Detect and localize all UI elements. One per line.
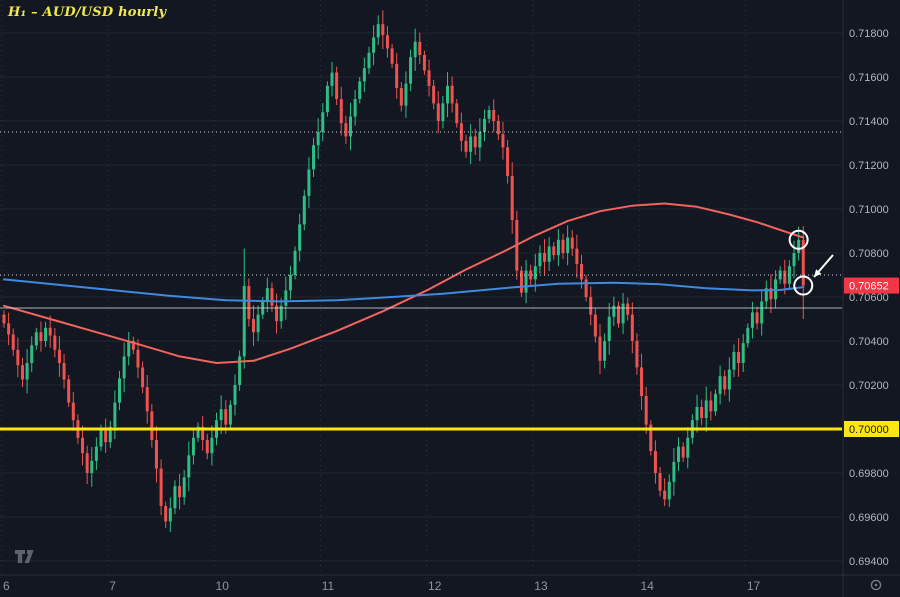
time-axis-label: 10 (216, 579, 230, 593)
price-axis-label: 0.70600 (849, 292, 889, 304)
price-axis-label: 0.70800 (849, 248, 889, 260)
price-axis-label: 0.71400 (849, 116, 889, 128)
annotation-circle-2[interactable] (793, 275, 814, 296)
price-axis-label: 0.71000 (849, 204, 889, 216)
plot-area[interactable] (0, 0, 842, 574)
price-axis-label: 0.70200 (849, 380, 889, 392)
svg-text:0.70000: 0.70000 (849, 424, 889, 436)
time-axis[interactable]: 6 7 10 11 12 13 14 17 (3, 579, 760, 593)
tradingview-logo[interactable] (14, 546, 40, 566)
price-axis-label: 0.69600 (849, 512, 889, 524)
time-axis-background (0, 575, 900, 597)
candles (2, 10, 805, 533)
last-price-label: 0.70652 (844, 277, 899, 294)
price-axis-label: 0.71600 (849, 72, 889, 84)
price-axis-label: 0.71200 (849, 160, 889, 172)
time-axis-label: 13 (534, 579, 548, 593)
time-axis-label: 14 (641, 579, 655, 593)
price-axis-label: 0.71800 (849, 28, 889, 40)
ma-blue-line[interactable] (3, 278, 805, 303)
time-axis-label: 17 (747, 579, 761, 593)
gear-icon[interactable] (869, 578, 883, 592)
annotation-arrowhead (814, 269, 822, 277)
price-axis-background (843, 0, 900, 597)
time-axis-label: 12 (428, 579, 442, 593)
price-axis-label: 0.69400 (849, 556, 889, 568)
time-axis-label: 7 (109, 579, 116, 593)
annotations[interactable] (788, 229, 834, 296)
chart-title: H₁ – AUD/USD hourly (8, 5, 167, 20)
time-axis-label: 11 (322, 579, 335, 593)
svg-text:0.70652: 0.70652 (849, 281, 889, 293)
annotation-circle-1[interactable] (788, 229, 809, 250)
price-axis-label: 0.70400 (849, 336, 889, 348)
yellow-level-price-label: 0.70000 (844, 421, 899, 437)
price-axis-label: 0.69800 (849, 468, 889, 480)
time-axis-label: 6 (3, 579, 10, 593)
ma-red-line[interactable] (3, 202, 805, 364)
